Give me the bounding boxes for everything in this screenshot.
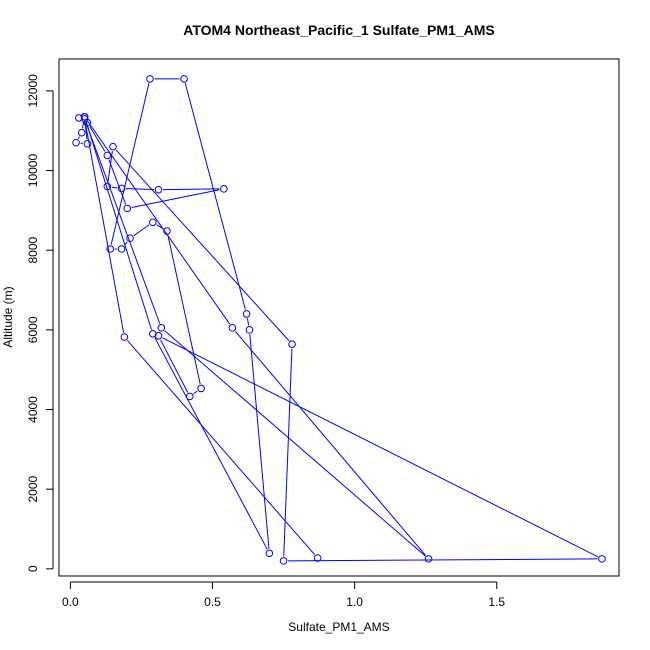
data-point [265, 549, 274, 558]
y-axis: 0 2000 4000 6000 8000 10000 12000 [26, 74, 54, 572]
x-tick-label: 1.0 [346, 595, 363, 609]
plot-frame [58, 58, 620, 577]
data-point [288, 340, 296, 348]
series-segment [193, 390, 198, 395]
series-segment [246, 318, 250, 326]
series-segment [234, 330, 427, 556]
data-point [149, 218, 157, 227]
data-point [197, 384, 205, 393]
data-point [103, 182, 112, 191]
series-segment [133, 224, 150, 237]
series-lines [77, 78, 599, 562]
data-point [117, 184, 126, 193]
series-segment [167, 235, 201, 385]
x-tick-label: 1.5 [488, 595, 505, 609]
data-point [149, 330, 157, 338]
data-point [245, 326, 254, 334]
series-points [72, 75, 606, 565]
series-segment [86, 120, 231, 325]
x-axis-label: Sulfate_PM1_AMS [288, 620, 389, 634]
data-point [242, 310, 251, 318]
x-tick-label: 0.0 [62, 595, 79, 609]
x-axis: 0.0 0.5 1.0 1.5 [62, 581, 505, 609]
data-point [75, 114, 83, 122]
data-point [598, 555, 606, 563]
series-segment [131, 189, 220, 208]
series-segment [288, 558, 598, 562]
data-point [313, 554, 322, 562]
data-point [146, 75, 154, 83]
chart-title: ATOM4 Northeast_Pacific_1 Sulfate_PM1_AM… [183, 22, 494, 38]
series-segment [164, 330, 426, 557]
y-tick-label: 2000 [26, 475, 40, 502]
data-point [80, 114, 89, 123]
data-point [154, 185, 163, 194]
data-point [157, 324, 166, 332]
data-point [126, 234, 134, 243]
y-tick-label: 4000 [26, 396, 40, 423]
series-segment [126, 188, 155, 190]
series-segment [110, 83, 150, 245]
y-tick-label: 8000 [26, 237, 40, 264]
data-point [109, 142, 117, 151]
y-tick-label: 12000 [26, 74, 40, 108]
y-axis-label: Altitude (m) [1, 286, 15, 347]
series-segment [115, 149, 290, 342]
series-segment [283, 348, 293, 557]
series-segment [85, 120, 152, 330]
series-segment [162, 337, 599, 558]
data-point [163, 227, 171, 235]
data-point [180, 75, 188, 83]
series-segment [162, 188, 220, 191]
data-point [106, 245, 114, 253]
series-segment [85, 122, 161, 324]
series-segment [84, 123, 125, 333]
series-segment [184, 83, 246, 310]
series-segment [108, 159, 127, 205]
data-point [279, 557, 288, 565]
data-point [103, 151, 112, 160]
data-point [80, 112, 89, 121]
series-segment [126, 340, 316, 556]
data-point [123, 204, 132, 213]
y-tick-label: 0 [26, 565, 40, 572]
data-point [185, 392, 194, 401]
data-point [120, 333, 129, 341]
y-tick-label: 6000 [26, 316, 40, 343]
data-point [220, 185, 228, 193]
x-tick-label: 0.5 [204, 595, 221, 609]
data-point [77, 128, 86, 137]
series-segment [249, 334, 270, 549]
series-segment [160, 339, 189, 393]
series-segment [154, 337, 268, 550]
series-segment [89, 126, 106, 152]
data-point [228, 324, 237, 332]
data-point [72, 138, 80, 147]
series-segment [77, 136, 80, 139]
data-point [117, 245, 126, 253]
y-tick-label: 10000 [26, 154, 40, 188]
data-point [83, 140, 92, 148]
series-segment [111, 186, 118, 189]
data-point [424, 555, 433, 563]
